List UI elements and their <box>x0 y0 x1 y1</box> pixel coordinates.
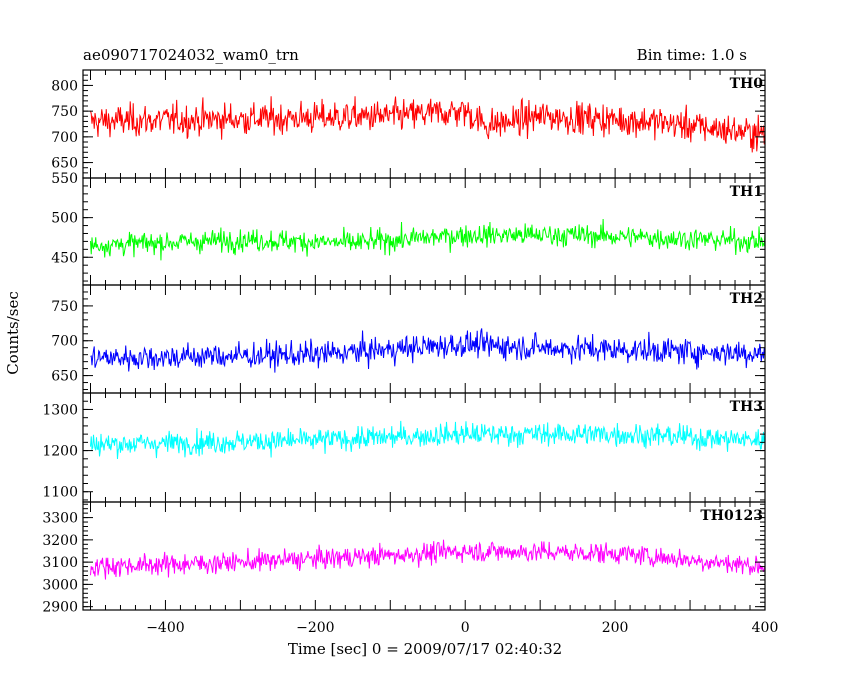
y-tick-label: 1200 <box>42 444 78 460</box>
y-tick-label: 550 <box>51 171 78 187</box>
x-tick-label: 200 <box>602 620 629 636</box>
panel-th0123: 2900 3000 3100 3200 3300 TH0123 <box>42 501 766 616</box>
series-line-th1 <box>89 219 765 261</box>
y-tick-label: 3000 <box>42 577 78 593</box>
y-tick-label: 2900 <box>42 600 78 616</box>
x-tick-label: −200 <box>296 620 334 636</box>
panel-frame <box>82 501 766 611</box>
y-tick-label: 800 <box>51 78 78 94</box>
y-tick-label: 650 <box>51 156 78 172</box>
panel-label-th2: TH2 <box>730 291 763 307</box>
y-tick-label: 750 <box>51 299 78 315</box>
panel-label-th0: TH0 <box>730 76 764 92</box>
x-tick-label: 400 <box>752 620 779 636</box>
y-tick-label: 1100 <box>42 485 78 501</box>
series-line-th3 <box>89 420 765 460</box>
y-tick-label: 650 <box>51 369 78 385</box>
y-tick-label: 700 <box>51 130 78 146</box>
panel-th3: 1100 1200 1300 TH3 <box>42 392 766 503</box>
y-tick-label: 500 <box>51 211 78 227</box>
y-tick-label: 3300 <box>42 511 78 527</box>
panel-label-th3: TH3 <box>730 399 763 415</box>
y-tick-label: 700 <box>51 334 78 350</box>
y-tick-label: 3200 <box>42 533 78 549</box>
x-tick-label: −400 <box>146 620 184 636</box>
panel-label-th0123: TH0123 <box>700 508 763 524</box>
y-tick-label: 3100 <box>42 555 78 571</box>
y-tick-label: 450 <box>51 250 78 266</box>
y-tick-label: 750 <box>51 104 78 120</box>
series-line-th2 <box>90 328 765 373</box>
plot-title: ae090717024032_wam0_trn <box>83 46 299 64</box>
x-tick-label: 0 <box>461 620 470 636</box>
panels-group: 650 700 750 800 TH0 450 500 550 TH1 650 700 750 TH2 1… <box>42 69 779 636</box>
panel-th1: 450 500 550 TH1 <box>51 171 766 286</box>
y-axis-label: Counts/sec <box>4 291 22 375</box>
y-tick-label: 1300 <box>42 402 78 418</box>
panel-th0: 650 700 750 800 TH0 <box>51 69 766 179</box>
panel-th2: 650 700 750 TH2 <box>51 284 766 394</box>
series-line-th0 <box>90 96 765 153</box>
panel-frame <box>82 177 766 286</box>
bin-time-label: Bin time: 1.0 s <box>637 46 747 64</box>
panel-label-th1: TH1 <box>730 184 763 200</box>
series-line-th0123 <box>89 539 765 580</box>
x-axis-label: Time [sec] 0 = 2009/07/17 02:40:32 <box>288 640 562 658</box>
